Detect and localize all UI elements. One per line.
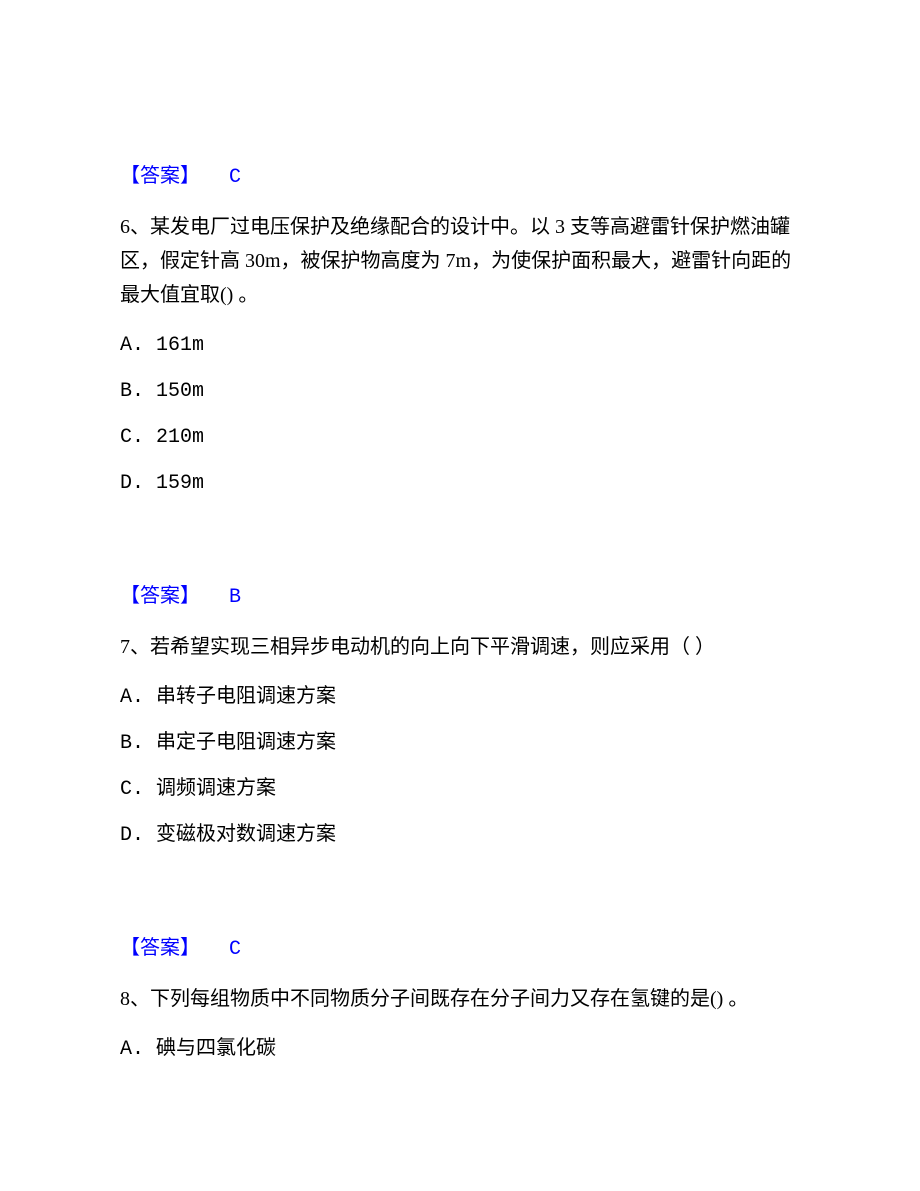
option-a: A. 串转子电阻调速方案 (120, 682, 800, 714)
option-c: C. 210m (120, 422, 800, 454)
answer-label: 【答案】 (120, 937, 200, 959)
option-b: B. 150m (120, 376, 800, 408)
answer-value: B (229, 586, 241, 609)
question-block-8: 【答案】 C 8、下列每组物质中不同物质分子间既存在分子间力又存在氢键的是() … (120, 932, 800, 1066)
answer-line-6: 【答案】 B (120, 580, 800, 614)
answer-value: C (229, 938, 241, 961)
question-block-7: 【答案】 B 7、若希望实现三相异步电动机的向上向下平滑调速，则应采用（ ） A… (120, 580, 800, 852)
question-text-8: 8、下列每组物质中不同物质分子间既存在分子间力又存在氢键的是() 。 (120, 982, 800, 1016)
question-block-6: 【答案】 C 6、某发电厂过电压保护及绝缘配合的设计中。以 3 支等高避雷针保护… (120, 160, 800, 500)
option-b: B. 串定子电阻调速方案 (120, 728, 800, 760)
option-d: D. 159m (120, 468, 800, 500)
answer-line-5: 【答案】 C (120, 160, 800, 194)
answer-label: 【答案】 (120, 585, 200, 607)
option-a: A. 碘与四氯化碳 (120, 1034, 800, 1066)
question-text-7: 7、若希望实现三相异步电动机的向上向下平滑调速，则应采用（ ） (120, 630, 800, 664)
option-c: C. 调频调速方案 (120, 774, 800, 806)
answer-label: 【答案】 (120, 165, 200, 187)
option-a: A. 161m (120, 330, 800, 362)
question-text-6: 6、某发电厂过电压保护及绝缘配合的设计中。以 3 支等高避雷针保护燃油罐区，假定… (120, 210, 800, 312)
answer-value: C (229, 166, 241, 189)
answer-line-7: 【答案】 C (120, 932, 800, 966)
option-d: D. 变磁极对数调速方案 (120, 820, 800, 852)
